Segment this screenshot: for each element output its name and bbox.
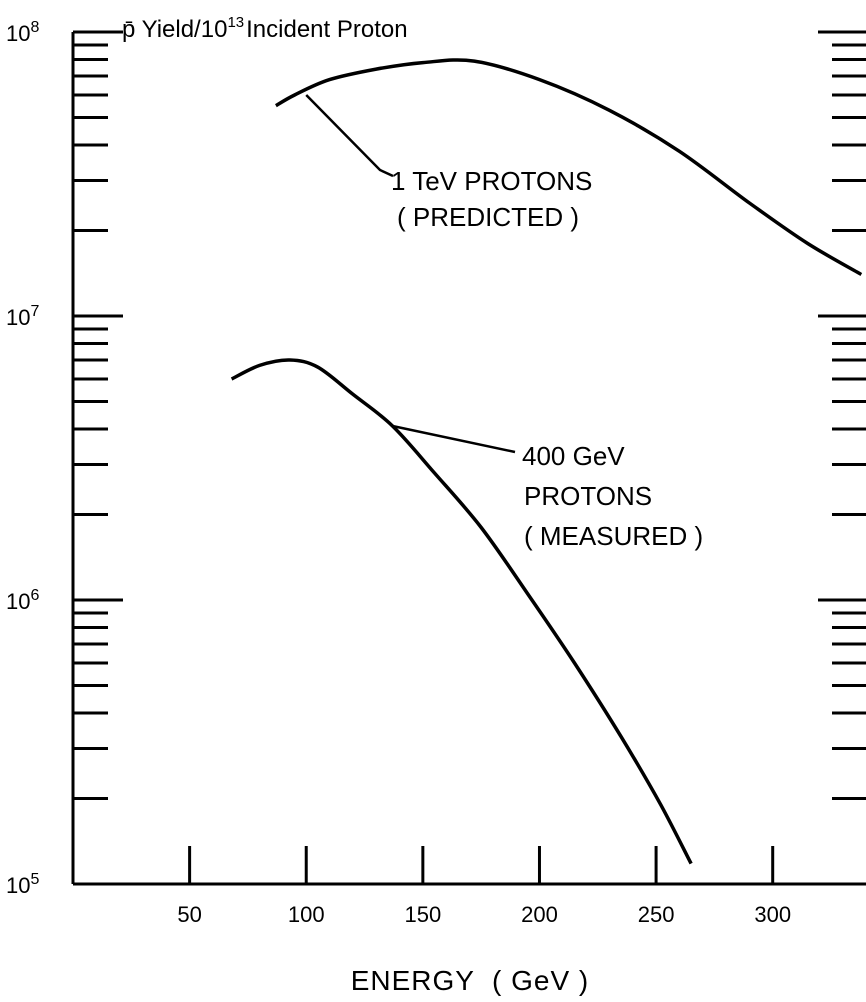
x-axis-label: ENERGY ( GeV ) bbox=[351, 965, 590, 996]
chart-title: p̄ Yield/1013Incident Proton bbox=[122, 14, 408, 43]
annotation-label-1: 1 TeV PROTONS bbox=[391, 166, 592, 196]
x-tick-label: 250 bbox=[638, 902, 675, 927]
axes bbox=[71, 32, 820, 886]
series-line-2 bbox=[230, 358, 693, 865]
y-tick-label: 107 bbox=[6, 303, 39, 330]
x-tick-label: 200 bbox=[521, 902, 558, 927]
x-tick-label: 50 bbox=[177, 902, 201, 927]
x-tick-label: 100 bbox=[288, 902, 325, 927]
annotation-leader-1 bbox=[305, 94, 394, 178]
curves bbox=[230, 58, 863, 865]
ticks bbox=[73, 30, 866, 886]
annotations: 1 TeV PROTONS ( PREDICTED ) 400 GeV PROTONS… bbox=[305, 94, 703, 551]
annotation-label-1: ( PREDICTED ) bbox=[397, 202, 579, 232]
annotation-label-2: ( MEASURED ) bbox=[524, 521, 703, 551]
annotation-label-2: 400 GeV bbox=[522, 441, 625, 471]
annotation-leader-2 bbox=[392, 424, 516, 454]
x-tick-label: 150 bbox=[404, 902, 441, 927]
x-tick-label: 300 bbox=[754, 902, 791, 927]
series-line-1 bbox=[275, 58, 863, 277]
annotation-label-2: PROTONS bbox=[524, 481, 652, 511]
y-tick-label: 108 bbox=[6, 19, 39, 46]
y-tick-label: 106 bbox=[6, 587, 39, 614]
y-tick-label: 105 bbox=[6, 871, 39, 898]
tick-labels: 50 100 150 200 250 300 105 106 107 108 bbox=[6, 19, 791, 927]
